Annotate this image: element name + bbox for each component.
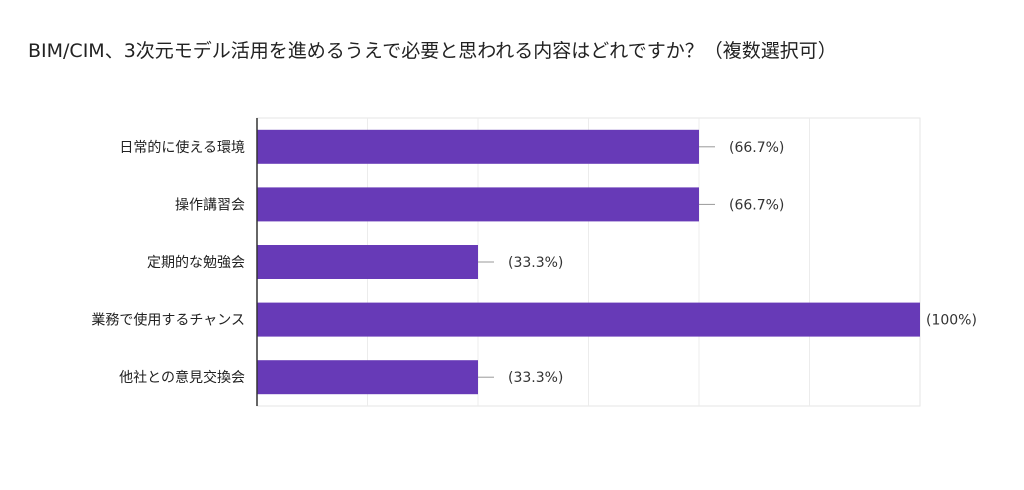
category-label: 操作講習会: [175, 197, 245, 213]
chart-title: BIM/CIM、3次元モデル活用を進めるうえで必要と思われる内容はどれですか？（…: [28, 40, 837, 62]
bar: [257, 129, 699, 164]
data-label: (66.7%): [729, 197, 784, 213]
data-label: (100%): [926, 313, 977, 329]
bar: [257, 302, 920, 337]
category-label: 日常的に使える環境: [119, 139, 245, 156]
labels: 日常的に使える環境 (66.7%) 操作講習会 (66.7%) 定期的な勉強会 (33.3…: [91, 139, 977, 386]
bars: [257, 129, 920, 395]
bar: [257, 187, 699, 222]
category-label: 他社との意見交換会: [119, 369, 245, 386]
data-label: (33.3%): [508, 255, 563, 271]
bar: [257, 245, 478, 279]
bar: [257, 360, 478, 395]
data-label: (66.7%): [729, 140, 784, 156]
category-label: 業務で使用するチャンス: [91, 312, 245, 329]
category-label: 定期的な勉強会: [147, 255, 245, 271]
data-label: (33.3%): [508, 370, 563, 386]
